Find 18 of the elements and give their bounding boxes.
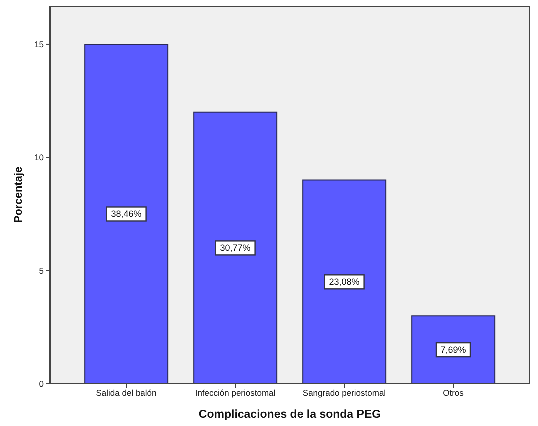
- y-axis-title: Porcentaje: [12, 166, 25, 224]
- x-tick-label: Sangrado periostomal: [302, 388, 386, 398]
- x-axis-title: Complicaciones de la sonda PEG: [198, 409, 382, 421]
- annotation: 30,77%: [220, 243, 251, 254]
- y-tick-label: 15: [34, 39, 44, 50]
- x-tick-label: Salida del balón: [96, 388, 158, 398]
- x-tick-label: Otros: [443, 388, 464, 398]
- bar: [302, 180, 387, 384]
- annotation: 38,46%: [111, 209, 142, 220]
- annotation: 23,08%: [329, 277, 360, 288]
- bar: [84, 44, 169, 384]
- x-tick-label: Infección periostomal: [195, 388, 276, 398]
- bar: [194, 112, 278, 384]
- y-tick-label: 5: [39, 266, 44, 276]
- annotation: 7,69%: [440, 345, 466, 356]
- y-tick-label: 10: [34, 152, 44, 163]
- y-tick-label: 0: [39, 379, 44, 390]
- bar: [412, 316, 496, 384]
